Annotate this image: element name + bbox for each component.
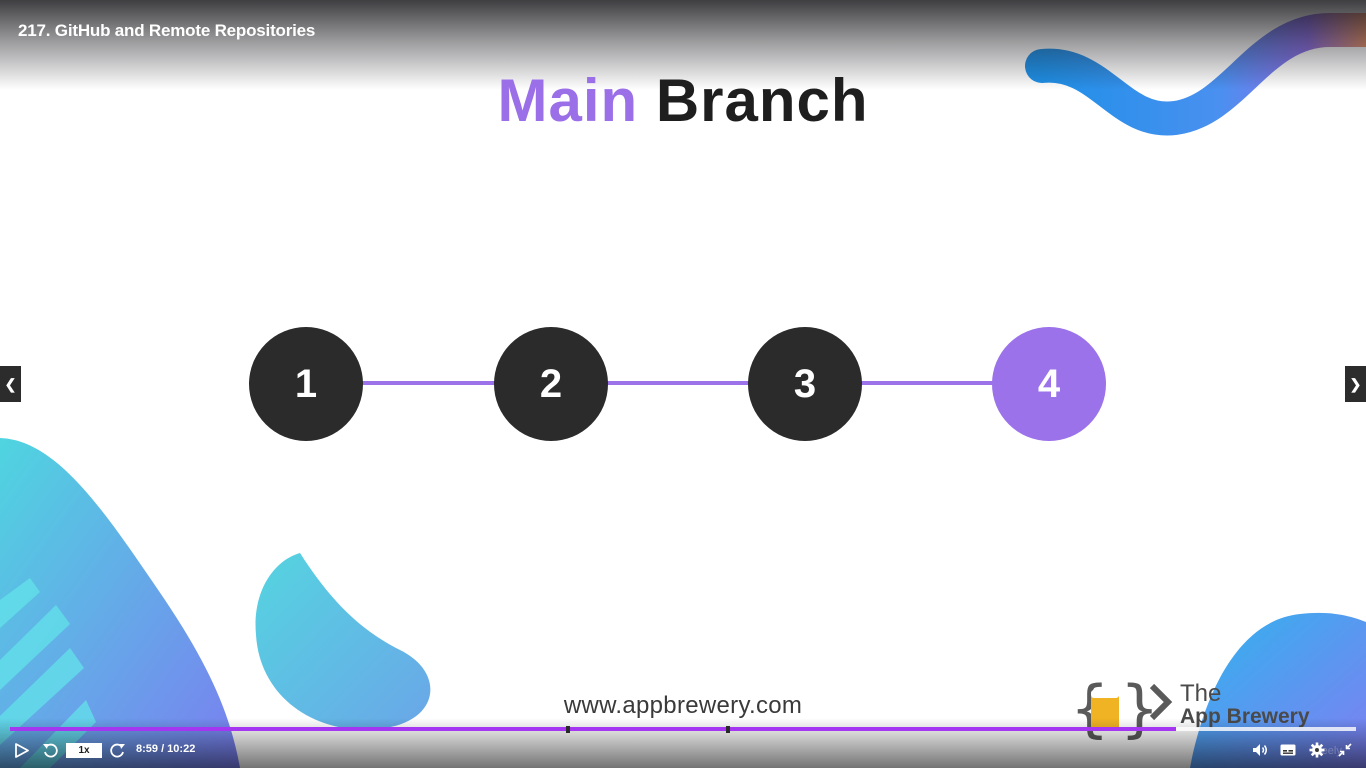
lecture-title: 217. GitHub and Remote Repositories [18,21,316,40]
commit-node-1: 1 [249,327,363,441]
play-icon [15,742,29,758]
branch-connector [607,381,749,385]
slide-title: Main Branch [0,66,1366,135]
drop-blob [255,553,431,730]
branch-connector [362,381,496,385]
commit-node-2: 2 [494,327,608,441]
exit-fullscreen-button[interactable] [1336,741,1354,759]
exit-fullscreen-icon [1338,743,1352,757]
previous-lecture-button[interactable]: ❮ [0,366,21,402]
forward-button[interactable] [108,741,128,759]
time-readout: 8:59 / 10:22 [136,743,196,755]
play-button[interactable] [12,741,32,759]
rewind-button[interactable] [40,741,60,759]
chapter-marker [726,726,730,733]
progress-bar[interactable] [10,727,1356,731]
commit-node-3: 3 [748,327,862,441]
brand-the: The [1180,680,1222,707]
watermark-text: reely [1318,745,1342,757]
slide-title-branch: Branch [655,67,869,134]
slide-title-main: Main [497,67,639,134]
rewind-icon [43,743,58,758]
gear-icon [1309,742,1325,758]
next-lecture-button[interactable]: ❯ [1345,366,1366,402]
captions-icon [1280,744,1296,756]
chapter-marker [566,726,570,733]
controls-overlay [0,718,1366,768]
progress-fill [10,727,1176,731]
chevron-left-icon: ❮ [4,375,17,392]
forward-icon [110,743,125,758]
playback-speed-button[interactable]: 1x [66,743,102,758]
commit-node-4-active: 4 [992,327,1106,441]
chevron-right-icon: ❯ [1349,375,1362,392]
branch-connector [860,381,994,385]
volume-button[interactable] [1250,741,1270,759]
settings-button[interactable] [1307,741,1327,759]
captions-button[interactable] [1278,741,1298,759]
slide-url: www.appbrewery.com [563,692,803,719]
volume-icon [1253,744,1267,756]
title-overlay [0,0,1366,90]
